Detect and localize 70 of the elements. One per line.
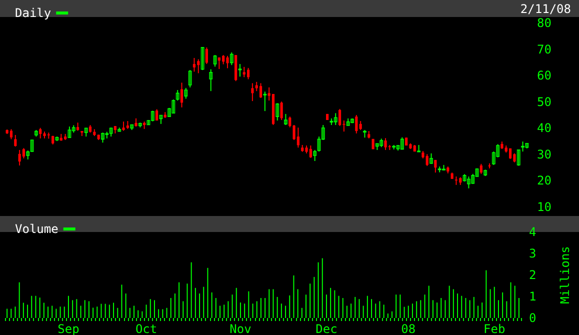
y-tick-label: 3 (529, 246, 536, 260)
candlestick (159, 114, 163, 124)
y-tick-label: 60 (537, 68, 552, 83)
legend-label: Volume (14, 222, 58, 236)
candlestick (18, 149, 21, 166)
candlestick (516, 149, 520, 166)
candlestick (68, 126, 72, 138)
candlestick (313, 149, 317, 162)
candlestick (230, 52, 234, 66)
candlestick (172, 98, 176, 114)
candlestick (122, 121, 125, 132)
candlestick (480, 163, 482, 174)
candlestick (205, 46, 208, 65)
candlestick (467, 176, 470, 189)
candlestick (259, 82, 262, 98)
candlestick (209, 68, 213, 92)
y-tick-label: 0 (529, 311, 536, 325)
candlestick (180, 82, 184, 108)
candlestick (296, 127, 300, 148)
candlestick (30, 139, 34, 152)
candlestick (400, 136, 404, 150)
y-tick-label: 70 (537, 42, 552, 56)
candlestick (242, 66, 246, 78)
y-tick-label: 30 (537, 147, 552, 162)
candlestick (176, 90, 180, 102)
candlestick (251, 82, 254, 102)
candlestick (192, 57, 196, 72)
y-tick-label: 2 (529, 268, 536, 282)
candlestick (521, 141, 524, 152)
x-tick-label: Feb (484, 322, 506, 335)
candlestick (426, 154, 428, 166)
candlestick (284, 113, 288, 126)
x-tick-label: Oct (135, 322, 158, 335)
candlestick (10, 128, 13, 140)
y-tick-label: 20 (537, 174, 552, 188)
candlestick (184, 87, 188, 100)
y-tick-label: 1 (529, 290, 536, 304)
candlestick (22, 148, 26, 159)
y-tick-label: 50 (537, 94, 552, 109)
text: 2/11/08 (520, 2, 572, 16)
x-tick-label: Nov (230, 322, 252, 335)
candlestick (246, 67, 250, 80)
candlestick (39, 127, 42, 139)
candlestick (309, 144, 312, 158)
candlestick (263, 91, 267, 112)
candlestick (338, 108, 342, 127)
candlestick (276, 102, 280, 122)
y-tick-label: 80 (537, 16, 552, 30)
y-axis-title: Millions (558, 246, 572, 304)
candlestick (434, 159, 437, 174)
candlestick (197, 58, 200, 74)
candlestick (355, 114, 358, 134)
y-tick-label: 40 (537, 121, 552, 136)
candlestick (430, 152, 433, 164)
y-tick-label: 10 (537, 200, 552, 214)
candlestick (213, 54, 217, 68)
legend-label: Daily (15, 6, 52, 20)
candlestick (226, 55, 229, 69)
candlestick (280, 101, 283, 120)
x-tick-label: Dec (316, 322, 338, 335)
candlestick (334, 112, 338, 126)
x-tick-label: 08 (401, 322, 416, 335)
candlestick (150, 110, 154, 122)
y-tick-label: 4 (529, 225, 536, 239)
candlestick (200, 46, 204, 71)
candlestick (384, 138, 387, 150)
candlestick (101, 132, 104, 144)
candlestick (222, 54, 225, 65)
candlestick (14, 134, 17, 148)
candlestick (188, 70, 192, 88)
